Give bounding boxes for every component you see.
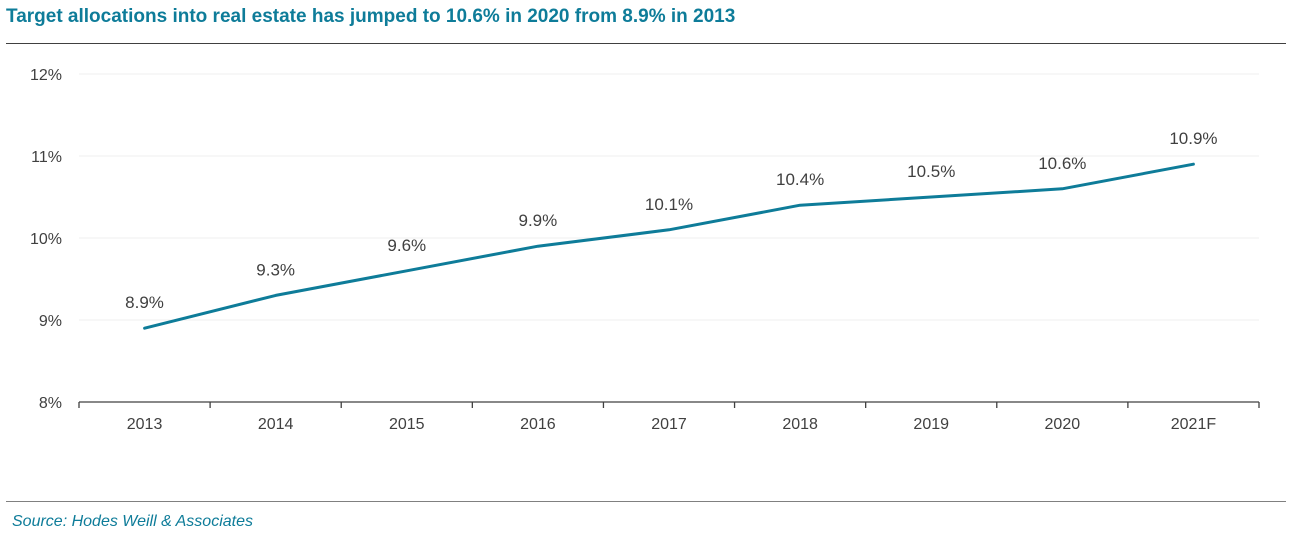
data-label: 10.6% [1038,154,1086,173]
title-divider [6,43,1286,44]
y-axis-tick-labels: 8% 9% 10% 11% 12% [30,67,62,412]
x-axis-tick-labels: 2013 2014 2015 2016 2017 2018 2019 2020 2021F [127,416,1217,433]
data-label: 10.4% [776,170,824,189]
line-chart: 8%9%10%11%12% 2013 2014 2015 2016 2017 2018 20… [30,67,1260,433]
y-tick-label: 12% [30,67,62,84]
x-tick-label: 2015 [389,416,425,433]
x-tick-label: 2016 [520,416,556,433]
data-label: 10.1% [645,195,693,214]
x-tick-label: 2017 [651,416,687,433]
y-tick-label: 10% [30,231,62,248]
chart-title: Target allocations into real estate has … [6,6,736,27]
data-label: 9.3% [256,260,295,279]
x-tick-label: 2021F [1171,416,1217,433]
footer-divider [6,501,1286,502]
y-tick-label: 11% [31,149,62,166]
data-label: 10.5% [907,162,955,181]
x-tick-label: 2013 [127,416,163,433]
series-line [143,162,1195,330]
data-labels: 8.9% 9.3% 9.6% 9.9% 10.1% 10.4% 10.5% 10.6% 10.9… [125,129,1217,312]
y-tick-label: 9% [39,313,62,330]
data-label: 9.6% [387,236,426,255]
x-axis [78,401,1260,408]
x-tick-label: 2018 [782,416,818,433]
x-tick-label: 2020 [1045,416,1081,433]
data-label: 9.9% [519,211,558,230]
data-label: 8.9% [125,293,164,312]
y-tick-label: 8% [39,395,62,412]
data-label: 10.9% [1169,129,1217,148]
gridlines [79,73,1259,321]
source-note: Source: Hodes Weill & Associates [12,513,253,530]
x-tick-label: 2019 [913,416,949,433]
series [143,162,1195,330]
x-tick-label: 2014 [258,416,294,433]
